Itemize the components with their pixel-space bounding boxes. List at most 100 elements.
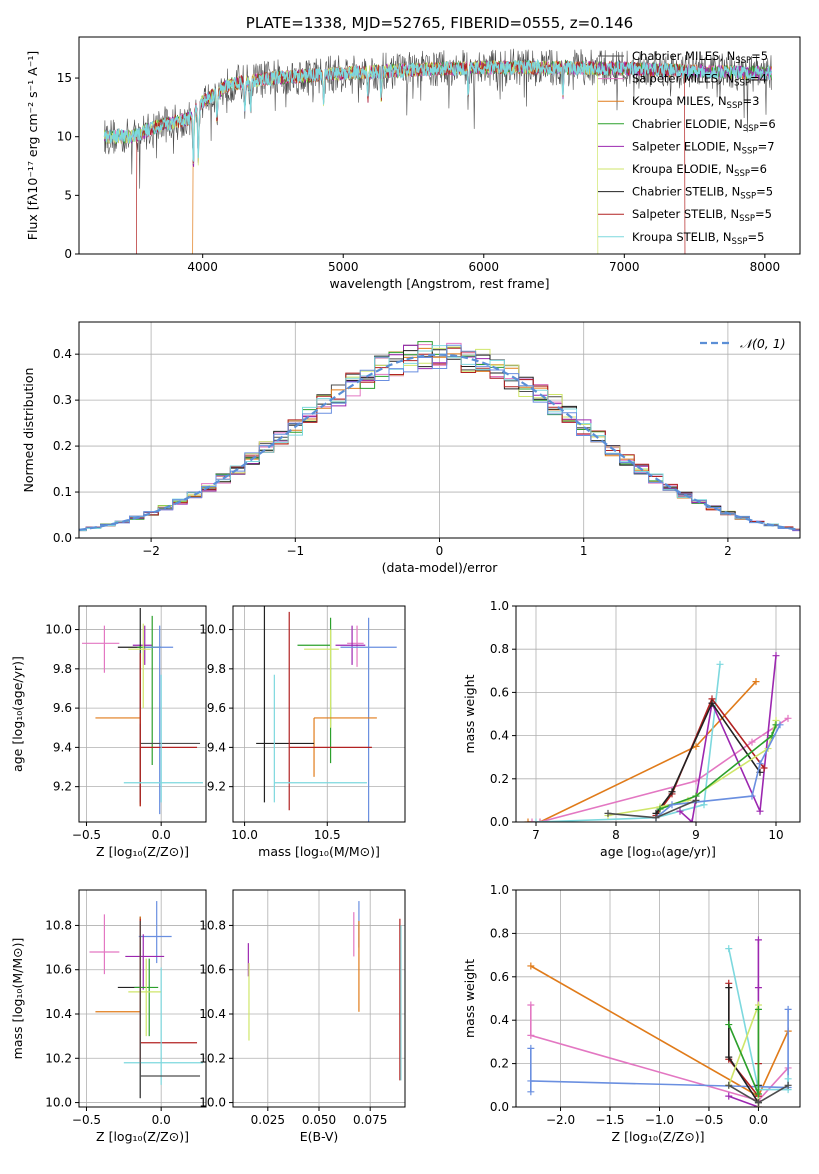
grid-lines bbox=[79, 890, 206, 1107]
legend-subscript: SSP bbox=[732, 237, 748, 247]
legend-subscript: SSP bbox=[734, 79, 750, 89]
legend-count: =5 bbox=[755, 207, 772, 221]
y-tick-label: 10.6 bbox=[45, 963, 72, 977]
chart-title: PLATE=1338, MJD=52765, FIBERID=0555, z=0… bbox=[246, 14, 633, 32]
axes-frame bbox=[78, 605, 207, 823]
weight-marker bbox=[784, 1005, 792, 1013]
y-tick-label: 0.0 bbox=[490, 1100, 509, 1114]
weight-marker bbox=[754, 984, 762, 992]
weight-marker bbox=[725, 1021, 733, 1029]
x-tick-label: −2.0 bbox=[546, 1113, 575, 1127]
y-tick-label: 0.8 bbox=[490, 926, 509, 940]
legend-entry: 𝒩(0, 1) bbox=[740, 336, 786, 351]
legend-entry: Chabrier ELODIE, NSSP=6 bbox=[632, 117, 776, 134]
axes-frame bbox=[232, 889, 406, 1108]
weight-marker bbox=[528, 818, 536, 822]
legend-subscript: SSP bbox=[743, 124, 759, 134]
residuals-panel: −2 −1 0 1 2 0.0 0.1 0.2 0.3 0.4 (data-model)/error… bbox=[21, 321, 801, 575]
axes-frame bbox=[515, 889, 801, 1108]
x-tick-label: 9 bbox=[692, 828, 700, 842]
weight-line-c4 bbox=[659, 724, 777, 810]
legend-count: =5 bbox=[756, 185, 773, 199]
y-axis-label: mass [log₁₀(M/M⊙)] bbox=[10, 938, 25, 1060]
plot-area bbox=[81, 607, 204, 815]
weight-marker bbox=[754, 1090, 762, 1098]
y-tick-label: 9.8 bbox=[53, 662, 72, 676]
gaussian-curve bbox=[79, 353, 800, 531]
x-tick-label: 1 bbox=[580, 544, 588, 558]
y-tick-label: 10 bbox=[57, 130, 72, 144]
weight-marker bbox=[754, 1099, 762, 1107]
x-tick-label: −0.5 bbox=[72, 1113, 101, 1127]
legend-entry: Kroupa MILES, NSSP=3 bbox=[632, 94, 759, 111]
x-axis-label: mass [log₁₀(M/M⊙)] bbox=[258, 844, 380, 859]
axes-frame bbox=[78, 36, 801, 255]
x-axis-label: Z [log₁₀(Z/Z⊙)] bbox=[96, 844, 189, 859]
y-tick-label: 0.8 bbox=[490, 642, 509, 656]
mass-vs-ebv-panel: 0.025 0.050 0.075 10.0 10.2 10.4 10.6 10.8 E(B-V… bbox=[199, 889, 406, 1144]
x-axis-label: E(B-V) bbox=[300, 1129, 339, 1144]
x-axis-label: age [log₁₀(age/yr)] bbox=[600, 844, 716, 859]
residual-histogram-blue bbox=[79, 344, 800, 531]
weight-marker bbox=[760, 764, 768, 772]
y-tick-label: 0.4 bbox=[490, 1013, 509, 1027]
x-tick-label: −1 bbox=[286, 544, 304, 558]
weight-marker bbox=[776, 721, 784, 729]
y-tick-label: 9.4 bbox=[207, 740, 226, 754]
grid-lines bbox=[233, 606, 405, 822]
weight-marker bbox=[688, 818, 696, 822]
y-tick-label: 0.2 bbox=[490, 1057, 509, 1071]
y-axis-label: mass weight bbox=[462, 674, 477, 753]
y-tick-label: 10.4 bbox=[45, 1007, 72, 1021]
weight-vs-age-panel: 7 8 9 10 0.0 0.2 0.4 0.6 0.8 1.0 age [log₁₀(age/yr… bbox=[462, 599, 801, 859]
plot-area bbox=[247, 901, 402, 1081]
plot-area bbox=[103, 48, 773, 254]
y-tick-label: 10.8 bbox=[45, 918, 72, 932]
x-tick-label: 4000 bbox=[187, 260, 218, 274]
legend-subscript: SSP bbox=[742, 146, 758, 156]
mass-vs-z-panel: −0.5 0.0 10.0 10.2 10.4 10.6 10.8 Z [log₁₀(Z/Z⊙… bbox=[10, 889, 207, 1144]
weight-marker bbox=[725, 1081, 733, 1089]
x-tick-label: 0.0 bbox=[152, 1113, 171, 1127]
legend-entry: Salpeter STELIB, NSSP=5 bbox=[632, 207, 772, 224]
x-tick-label: 10 bbox=[768, 828, 783, 842]
legend-subscript: SSP bbox=[735, 56, 751, 66]
weight-marker bbox=[676, 807, 684, 815]
weight-marker bbox=[692, 796, 700, 804]
weight-marker bbox=[668, 801, 676, 809]
legend-count: =7 bbox=[758, 139, 775, 153]
axes-frame bbox=[78, 321, 801, 539]
legend-count: =5 bbox=[751, 49, 768, 63]
weight-vs-z-panel: −2.0 −1.5 −1.0 −0.5 0.0 0.0 0.2 0.4 0.6 0.8 1.0 Z [… bbox=[462, 883, 801, 1144]
y-tick-label: 0.4 bbox=[490, 729, 509, 743]
x-axis-label: Z [log₁₀(Z/Z⊙)] bbox=[96, 1129, 189, 1144]
weight-marker bbox=[536, 818, 544, 822]
y-tick-label: 5 bbox=[64, 188, 72, 202]
legend-name: Kroupa MILES, N bbox=[632, 94, 727, 108]
legend-count: =5 bbox=[747, 230, 764, 244]
grid-lines bbox=[516, 605, 800, 823]
y-tick-label: 0.6 bbox=[490, 685, 509, 699]
weight-marker bbox=[652, 814, 660, 822]
y-tick-label: 9.4 bbox=[53, 740, 72, 754]
x-tick-label: 10.5 bbox=[314, 828, 341, 842]
x-tick-label: −0.5 bbox=[72, 828, 101, 842]
weight-marker bbox=[752, 678, 760, 686]
legend-subscript: SSP bbox=[739, 214, 755, 224]
weight-marker bbox=[708, 699, 716, 707]
plot-area bbox=[524, 652, 792, 822]
weight-marker bbox=[524, 818, 532, 822]
legend-entry: Chabrier STELIB, NSSP=5 bbox=[632, 185, 773, 202]
x-axis-label: wavelength [Angstrom, rest frame] bbox=[329, 276, 549, 291]
y-tick-label: 9.6 bbox=[53, 701, 72, 715]
y-tick-label: 1.0 bbox=[490, 883, 509, 897]
weight-marker bbox=[716, 660, 724, 668]
y-axis-label: age [log₁₀(age/yr)] bbox=[10, 656, 25, 772]
legend-name: Salpeter MILES, N bbox=[632, 72, 734, 86]
y-tick-label: 15 bbox=[57, 71, 72, 85]
y-tick-label: 10.6 bbox=[199, 963, 226, 977]
y-tick-label: 0.0 bbox=[490, 815, 509, 829]
weight-marker bbox=[748, 792, 756, 800]
legend-count: =3 bbox=[742, 94, 759, 108]
plot-area bbox=[79, 341, 800, 532]
